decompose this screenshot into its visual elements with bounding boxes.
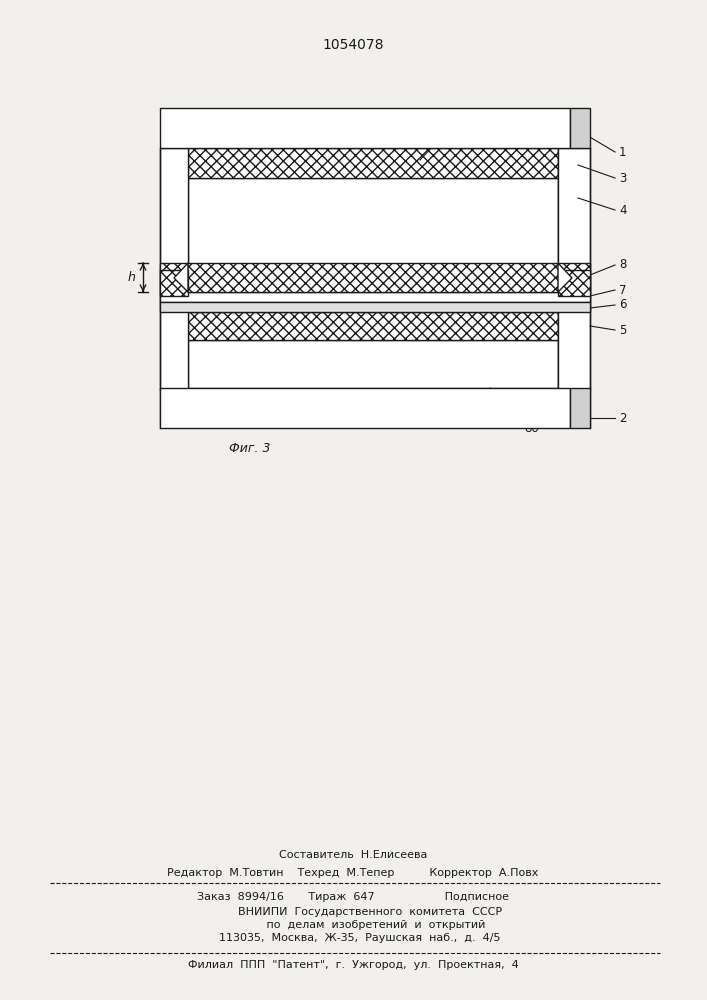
Bar xyxy=(160,292,590,302)
Text: 1: 1 xyxy=(619,145,626,158)
Text: 6: 6 xyxy=(619,298,626,312)
Bar xyxy=(558,340,574,388)
Bar xyxy=(570,108,590,148)
Bar xyxy=(160,302,590,312)
Text: h: h xyxy=(127,271,135,284)
Text: Заказ  8994/16       Тираж  647                    Подписное: Заказ 8994/16 Тираж 647 Подписное xyxy=(197,892,509,902)
Bar xyxy=(558,310,590,390)
Text: 4: 4 xyxy=(619,204,626,217)
Text: 3: 3 xyxy=(619,172,626,184)
Text: 5: 5 xyxy=(619,324,626,336)
Bar xyxy=(188,178,558,265)
Text: Филиал  ППП  "Патент",  г.  Ужгород,  ул.  Проектная,  4: Филиал ППП "Патент", г. Ужгород, ул. Про… xyxy=(187,960,518,970)
Bar xyxy=(160,270,188,296)
Text: Фиг. 3: Фиг. 3 xyxy=(229,442,271,454)
Bar xyxy=(160,263,590,292)
Polygon shape xyxy=(174,263,188,292)
Bar xyxy=(188,340,558,388)
Polygon shape xyxy=(558,263,572,292)
Bar xyxy=(188,312,558,340)
Text: 113035,  Москва,  Ж-35,  Раушская  наб.,  д.  4/5: 113035, Москва, Ж-35, Раушская наб., д. … xyxy=(205,933,501,943)
Text: 2: 2 xyxy=(619,412,626,424)
Text: 8б: 8б xyxy=(524,422,539,434)
Text: Составитель  Н.Елисеева: Составитель Н.Елисеева xyxy=(279,850,427,860)
Text: по  делам  изобретений  и  открытий: по делам изобретений и открытий xyxy=(221,920,485,930)
Bar xyxy=(558,178,574,265)
Text: Редактор  М.Товтин    Техред  М.Тепер          Корректор  А.Повх: Редактор М.Товтин Техред М.Тепер Коррект… xyxy=(168,868,539,878)
Bar xyxy=(558,270,590,296)
Bar xyxy=(160,388,570,428)
Text: ВНИИПИ  Государственного  комитета  СССР: ВНИИПИ Государственного комитета СССР xyxy=(204,907,503,917)
Text: 8: 8 xyxy=(619,258,626,271)
Text: 1054078: 1054078 xyxy=(322,38,384,52)
Bar xyxy=(570,388,590,428)
Bar xyxy=(558,312,574,340)
Text: 7: 7 xyxy=(619,284,626,296)
Bar xyxy=(160,310,188,390)
Bar xyxy=(558,148,590,310)
Bar xyxy=(160,108,570,148)
Bar xyxy=(160,148,188,310)
Bar xyxy=(558,148,574,178)
Bar xyxy=(188,148,558,178)
Text: 8а: 8а xyxy=(464,111,479,124)
